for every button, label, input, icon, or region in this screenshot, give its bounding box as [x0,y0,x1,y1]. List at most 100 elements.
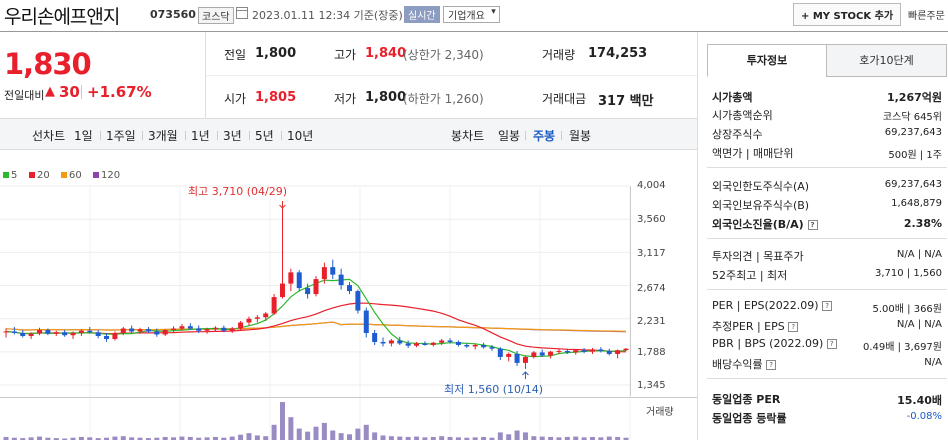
candle[interactable] [112,332,118,339]
candle[interactable] [3,331,9,333]
tab-orderbook[interactable]: 호가10단계 [826,44,947,77]
candle[interactable] [623,348,629,351]
range-1y[interactable]: 1년 [191,129,210,143]
range-1w[interactable]: 1주일 [106,129,136,143]
candle[interactable] [363,310,369,333]
candle[interactable] [455,341,461,345]
candle[interactable] [506,353,512,357]
candle[interactable] [388,340,394,344]
candle[interactable] [279,283,285,298]
corp-overview-dropdown[interactable]: 기업개요 [443,6,500,23]
tab-daily[interactable]: 일봉 [498,129,521,143]
candle[interactable] [522,356,528,363]
candle[interactable] [187,326,193,329]
candle[interactable] [313,279,319,295]
help-icon[interactable]: ? [807,220,818,230]
candle[interactable] [447,340,453,342]
line-chart-label: 선차트 [32,129,66,143]
candle[interactable] [573,350,579,353]
candle[interactable] [330,267,336,275]
candle[interactable] [162,329,168,335]
range-5y[interactable]: 5년 [255,129,274,143]
candle[interactable] [380,341,386,344]
candle[interactable] [78,330,84,333]
quick-order-link[interactable]: 빠른주문 [908,11,945,22]
candle[interactable] [11,331,17,333]
ma5-swatch [3,172,9,178]
candle[interactable] [271,297,277,314]
candle[interactable] [246,318,252,323]
candle[interactable] [598,349,604,351]
candle[interactable] [539,352,545,356]
candle[interactable] [556,350,562,352]
candle[interactable] [481,344,487,348]
candle[interactable] [338,274,344,286]
candle[interactable] [372,332,378,342]
candle[interactable] [70,332,76,336]
range-3m[interactable]: 3개월 [148,129,178,143]
candle[interactable] [171,328,177,330]
candle[interactable] [45,329,51,334]
candle[interactable] [62,332,68,336]
candle[interactable] [204,329,210,331]
candle[interactable] [305,288,311,295]
candle[interactable] [179,326,185,329]
candle[interactable] [581,350,587,352]
add-mystock-button[interactable]: + MY STOCK 추가 [793,3,902,26]
help-icon[interactable]: ? [766,360,777,370]
candle[interactable] [497,348,503,357]
candle[interactable] [129,328,135,332]
volume-bar [78,436,84,440]
candle[interactable] [422,343,428,345]
candle[interactable] [238,322,244,329]
candle[interactable] [104,335,110,339]
candle[interactable] [414,343,420,346]
candle[interactable] [296,272,302,289]
candle[interactable] [37,329,43,334]
candle[interactable] [196,328,202,331]
candle[interactable] [229,328,235,331]
candle[interactable] [28,333,34,336]
help-icon[interactable]: ? [826,339,837,349]
candle[interactable] [53,332,59,334]
candle[interactable] [606,350,612,354]
candle[interactable] [212,327,218,330]
range-1d[interactable]: 1일 [74,129,93,143]
candle[interactable] [221,327,227,331]
candle[interactable] [564,350,570,353]
tab-invest-info[interactable]: 투자정보 [707,44,827,77]
range-3y[interactable]: 3년 [223,129,242,143]
candle[interactable] [548,351,554,356]
candle[interactable] [263,313,269,318]
candle[interactable] [95,332,101,336]
tab-monthly[interactable]: 월봉 [569,129,592,143]
candle[interactable] [472,344,478,347]
candle[interactable] [397,340,403,344]
candle[interactable] [464,344,470,347]
candle[interactable] [439,340,445,343]
candle[interactable] [321,267,327,280]
candle[interactable] [87,330,93,333]
range-10y[interactable]: 10년 [287,129,314,143]
candle[interactable] [355,291,361,311]
candle[interactable] [254,317,260,319]
candle[interactable] [589,349,595,352]
tab-weekly[interactable]: 주봉 [533,129,556,143]
candle[interactable] [489,347,495,349]
candle[interactable] [20,332,26,336]
low-label: 저가 [334,92,357,106]
candle[interactable] [615,350,621,354]
candle[interactable] [514,353,520,363]
candle[interactable] [137,329,143,332]
candle[interactable] [288,272,294,284]
realtime-badge[interactable]: 실시간 [404,6,440,23]
candle[interactable] [531,352,537,357]
candle[interactable] [405,343,411,346]
candle[interactable] [120,328,126,333]
candle[interactable] [145,329,151,332]
candle[interactable] [430,342,436,345]
help-icon[interactable]: ? [788,322,799,332]
candle[interactable] [154,331,160,335]
help-icon[interactable]: ? [822,301,833,311]
candle[interactable] [347,285,353,292]
